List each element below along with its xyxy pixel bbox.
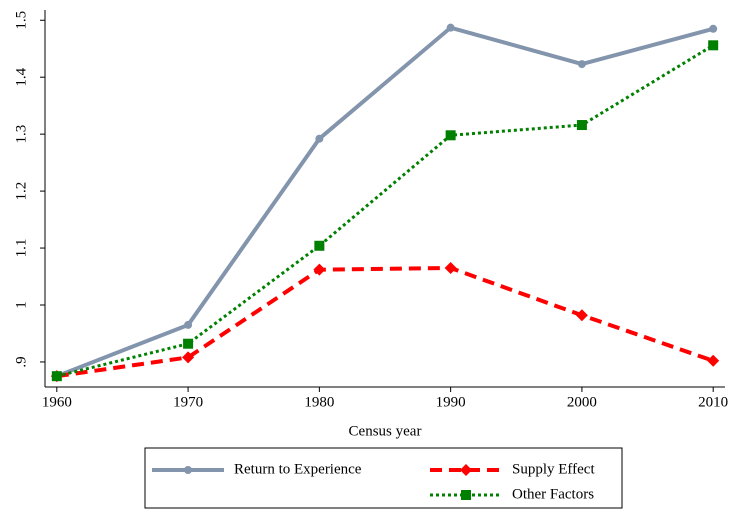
y-tick-label: 1.2 — [13, 182, 29, 201]
legend-label: Supply Effect — [512, 461, 595, 477]
legend-label: Return to Experience — [234, 461, 362, 477]
point — [444, 261, 457, 274]
point — [709, 24, 718, 33]
point — [182, 351, 195, 364]
x-axis-label: Census year — [349, 423, 422, 439]
y-tick-label: 1.3 — [13, 125, 29, 144]
x-tick-label: 1960 — [42, 394, 72, 410]
x-tick-label: 2010 — [698, 394, 728, 410]
y-tick-label: 1.5 — [13, 11, 29, 30]
point — [577, 60, 586, 69]
point — [446, 23, 455, 32]
point — [460, 464, 472, 476]
point — [313, 263, 326, 276]
point — [184, 466, 192, 474]
point — [707, 354, 720, 367]
x-tick-label: 2000 — [567, 394, 597, 410]
point — [461, 490, 471, 500]
x-tick-label: 1990 — [436, 394, 466, 410]
point — [575, 309, 588, 322]
x-tick-label: 1980 — [304, 394, 334, 410]
point — [445, 130, 456, 141]
y-tick-label: 1.4 — [13, 67, 29, 86]
legend-box — [144, 447, 623, 509]
series-line — [56, 25, 714, 379]
point — [51, 371, 62, 382]
series-line — [56, 44, 714, 378]
x-tick-label: 1970 — [173, 394, 203, 410]
point — [314, 240, 325, 251]
point — [315, 134, 324, 143]
series-line — [56, 265, 714, 379]
point — [708, 40, 719, 51]
y-tick-label: .9 — [13, 356, 29, 367]
point — [183, 338, 194, 349]
legend-label: Other Factors — [512, 486, 594, 502]
y-tick-label: 1.1 — [13, 239, 29, 258]
y-tick-label: 1 — [13, 301, 29, 309]
point — [576, 120, 587, 131]
point — [184, 320, 193, 329]
